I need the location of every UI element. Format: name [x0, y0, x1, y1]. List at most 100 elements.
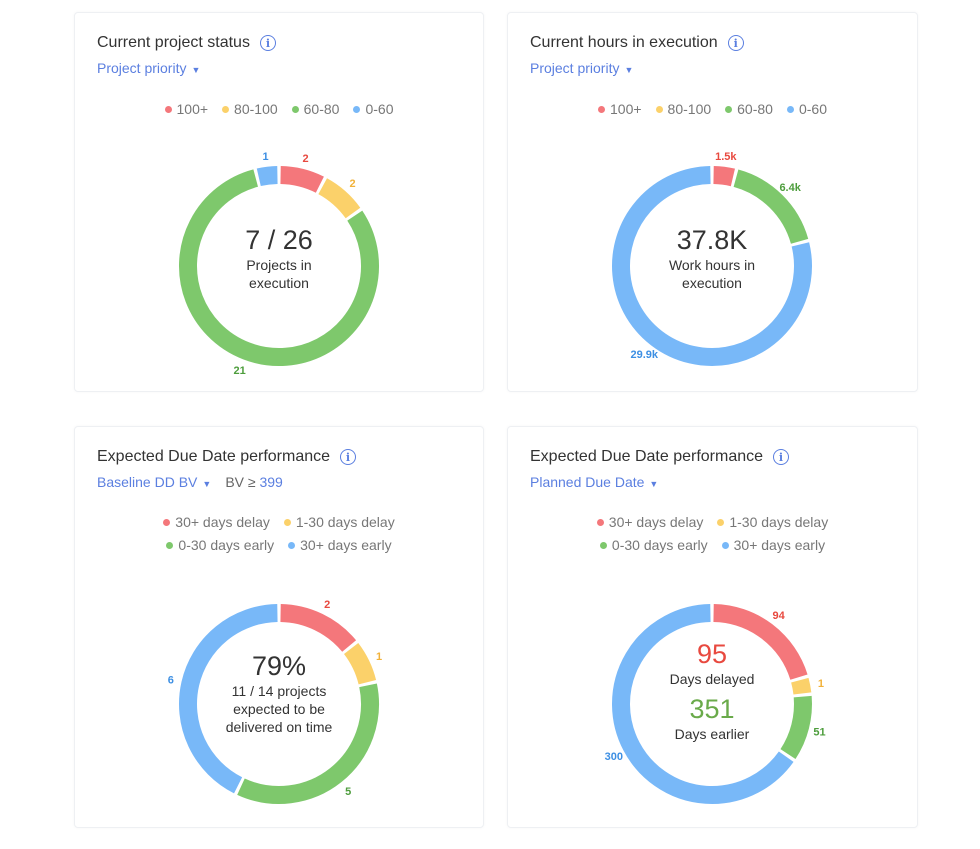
yellow-dot-icon	[222, 105, 230, 113]
bv-threshold: BV ≥ 399	[225, 474, 283, 490]
donut-segment-yellow[interactable]	[791, 677, 812, 695]
planned-due-date-dropdown[interactable]: Planned Due Date ▼	[530, 474, 658, 490]
segment-label: 1	[263, 151, 269, 163]
legend-item[interactable]: 100+	[164, 98, 209, 121]
legend-item[interactable]: 80-100	[222, 98, 278, 121]
legend-label: 60-80	[737, 101, 773, 117]
donut-chart: 2 1 5 6	[168, 599, 382, 804]
info-icon[interactable]: i	[727, 35, 744, 51]
segment-label: 2	[303, 153, 309, 165]
donut-segment-green[interactable]	[780, 695, 812, 760]
center-value: 37.8K	[676, 225, 748, 255]
legend-item[interactable]: 1-30 days delay	[283, 511, 395, 534]
donut-center: 79% 11 / 14 projects expected to be deli…	[199, 651, 359, 736]
green-dot-icon	[725, 105, 733, 113]
legend-item[interactable]: 30+ days delay	[163, 511, 270, 534]
donut-chart: 94 1 51 300	[605, 604, 826, 804]
segment-label: 1	[818, 678, 824, 690]
center-label: Work hours in	[668, 257, 756, 273]
baseline-dropdown[interactable]: Baseline DD BV ▼	[97, 474, 211, 490]
donut-chart: 1.5k 6.4k 29.9k	[612, 151, 812, 366]
legend-label: 100+	[176, 101, 209, 117]
title-text: Current hours in execution	[530, 34, 718, 51]
legend: 30+ days delay 1-30 days delay 0-30 days …	[508, 511, 917, 557]
caret-down-icon: ▼	[191, 65, 201, 75]
center-label: execution	[682, 275, 742, 291]
donut-segment-red[interactable]	[713, 604, 808, 681]
project-priority-dropdown[interactable]: Project priority ▼	[97, 60, 200, 76]
legend: 100+ 80-100 60-80 0-60	[508, 98, 917, 121]
caret-down-icon: ▼	[649, 479, 659, 489]
donut-segment-blue[interactable]	[179, 604, 278, 794]
project-priority-dropdown[interactable]: Project priority ▼	[530, 60, 633, 76]
blue-dot-icon	[786, 105, 794, 113]
card-title: Current hours in execution i	[530, 34, 744, 52]
green-dot-icon	[291, 105, 299, 113]
legend-item[interactable]: 0-30 days early	[599, 534, 708, 557]
donut-segment-blue[interactable]	[612, 604, 794, 804]
donut-segment-yellow[interactable]	[343, 643, 377, 685]
segment-label: 94	[773, 610, 786, 622]
legend-item[interactable]: 30+ days delay	[596, 511, 704, 534]
donut-segment-green[interactable]	[237, 683, 379, 804]
yellow-dot-icon	[283, 518, 291, 526]
donut-segment-red[interactable]	[713, 166, 735, 187]
donut-segment-green[interactable]	[733, 169, 809, 245]
card-due-date-planned: Expected Due Date performance i Planned D…	[507, 426, 918, 828]
legend-item[interactable]: 0-60	[353, 98, 393, 121]
legend-label: 30+ days delay	[175, 514, 270, 530]
donut-segment-red[interactable]	[280, 166, 324, 193]
legend-label: 1-30 days delay	[295, 514, 395, 530]
segment-label: 6	[168, 674, 174, 686]
legend-item[interactable]: 0-30 days early	[166, 534, 274, 557]
bv-value[interactable]: 399	[259, 474, 283, 490]
legend-item[interactable]: 1-30 days delay	[717, 511, 828, 534]
legend-item[interactable]: 100+	[598, 98, 642, 121]
legend-label: 0-30 days early	[178, 537, 275, 553]
card-due-date-baseline: Expected Due Date performance i Baseline …	[74, 426, 484, 828]
days-delayed-label: Days delayed	[669, 671, 755, 687]
bv-prefix: BV ≥	[225, 474, 256, 490]
legend-item[interactable]: 30+ days early	[288, 534, 392, 557]
donut-segment-red[interactable]	[280, 604, 357, 652]
segment-label: 29.9k	[630, 349, 658, 361]
dropdown-label: Planned Due Date	[530, 474, 645, 490]
card-current-project-status: Current project status i Project priority…	[74, 12, 484, 392]
info-icon[interactable]: i	[259, 35, 276, 51]
donut-segment-blue[interactable]	[612, 166, 812, 366]
segment-label: 6.4k	[779, 182, 801, 194]
legend-item[interactable]: 30+ days early	[721, 534, 825, 557]
red-dot-icon	[163, 518, 171, 526]
center-label: execution	[249, 275, 309, 291]
center-label: expected to be	[233, 701, 325, 717]
card-title: Expected Due Date performance i	[97, 448, 357, 466]
legend-item[interactable]: 0-60	[786, 98, 827, 121]
center-label: 11 / 14 projects	[231, 683, 327, 699]
legend-item[interactable]: 60-80	[725, 98, 773, 121]
donut-segment-blue[interactable]	[256, 166, 278, 187]
info-icon[interactable]: i	[773, 449, 790, 465]
segment-label: 51	[813, 727, 825, 739]
legend-label: 30+ days early	[300, 537, 392, 553]
days-delayed-value: 95	[696, 639, 728, 669]
legend-label: 30+ days delay	[608, 514, 704, 530]
days-earlier-value: 351	[689, 694, 735, 724]
yellow-dot-icon	[717, 518, 725, 526]
legend-label: 1-30 days delay	[729, 514, 829, 530]
red-dot-icon	[164, 105, 172, 113]
legend-item[interactable]: 60-80	[291, 98, 339, 121]
segment-label: 1.5k	[715, 151, 737, 163]
segment-label: 21	[234, 365, 246, 377]
title-text: Current project status	[97, 34, 250, 51]
center-value: 7 / 26	[245, 225, 313, 255]
center-label: Projects in	[246, 257, 312, 273]
donut-segment-green[interactable]	[179, 169, 379, 366]
green-dot-icon	[166, 541, 174, 549]
legend-item[interactable]: 80-100	[655, 98, 711, 121]
dropdown-label: Project priority	[530, 60, 620, 76]
segment-label: 2	[324, 599, 330, 611]
yellow-dot-icon	[655, 105, 663, 113]
donut-segment-yellow[interactable]	[318, 178, 361, 219]
blue-dot-icon	[353, 105, 361, 113]
info-icon[interactable]: i	[340, 449, 357, 465]
